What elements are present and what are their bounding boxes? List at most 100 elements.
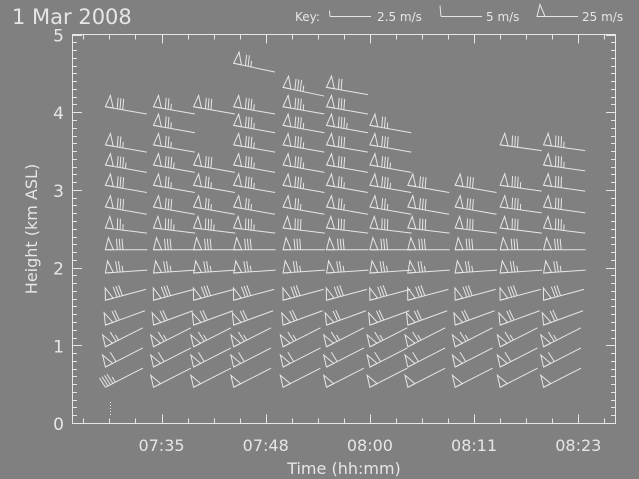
wind-barb [499,285,541,301]
barb-half [253,182,255,189]
barb-full [464,261,468,273]
wind-barb [232,131,276,153]
wind-barb [542,259,586,274]
barb-full [294,156,297,168]
barb-half [386,204,389,211]
barb-full [381,156,384,168]
barb-half [163,334,168,341]
barb-full [514,176,516,188]
barb-half [302,104,305,111]
key-text-3: 25 m/s [582,10,623,24]
wind-barb [101,347,144,368]
barb-full [471,238,474,250]
barb-full [297,156,300,168]
barb-flag [325,152,336,168]
barb-full [413,310,420,322]
barb-flag [324,311,335,326]
barb-flag [499,259,509,274]
barb-half [250,60,253,67]
barb-flag [407,194,417,210]
barb-full [109,351,117,362]
barb-full [287,331,295,342]
barb-half [253,122,255,129]
barb-full [465,238,468,250]
barb-full [340,156,343,168]
barb-full [207,156,210,168]
barb-full [376,310,382,322]
barb-half [329,10,331,17]
barb-flag [407,236,417,251]
barb-half [111,376,116,383]
wind-barb [282,112,325,134]
barb-full [294,116,297,128]
barb-full [511,135,514,147]
y-tick-label: 3 [53,182,64,202]
barb-full [556,285,562,296]
barb-half [122,141,124,148]
barb-full [466,176,469,188]
wind-barb [151,309,194,326]
barb-full [421,198,424,210]
barb-full [165,261,169,273]
wind-barb [233,259,276,274]
barb-flag [152,194,163,210]
wind-barb [454,172,497,194]
barb-full [247,136,250,148]
barb-full [247,98,250,110]
wind-profile [539,131,586,388]
barb-full [469,176,472,188]
barb-flag [282,131,292,147]
wind-barb [232,236,276,251]
key: Key: 2.5 m/s 5 m/s 25 m/s [295,2,623,24]
wind-barb [369,285,411,301]
wind-barb [369,214,412,234]
wind-barb [232,194,276,215]
barb-full [157,351,165,362]
barb-full [112,286,118,298]
wind-barb [405,309,448,326]
barb-full [336,261,339,273]
barb-full [517,136,519,148]
barb-full [418,238,421,250]
barb-full [416,309,423,321]
barb-flag [451,373,464,388]
barb-full [337,135,340,147]
barb-full [170,157,173,169]
barb-flag [149,373,162,388]
barb-half [516,265,519,272]
barb-flag [192,236,203,251]
barb-flag [230,353,242,368]
barb-half [210,182,212,189]
barb-half [169,265,172,272]
x-axis-label: Time (hh:mm) [286,459,401,478]
barb-flag [542,259,553,274]
barb-flag [232,286,243,301]
barb-flag [232,194,243,210]
barb-full [206,285,212,296]
barb-full [117,261,121,273]
wind-barb [152,259,196,274]
barb-full [552,309,558,321]
barb-flag [454,214,464,230]
barb-flag [281,311,292,326]
barb-half [292,334,297,341]
barb-half [210,204,212,211]
wind-barb [369,236,412,251]
barb-full [206,261,209,273]
barb-full [293,285,298,297]
barb-half [464,334,469,341]
barb-flag [230,373,242,388]
wind-barb [404,327,446,348]
barb-full [290,286,296,298]
barb-full [114,309,120,321]
wind-barb [539,367,582,388]
barb-full [339,238,342,250]
wind-barb [407,172,450,194]
barb-full [170,199,173,211]
barb-flag [322,333,335,348]
wind-barb [325,93,368,115]
wind-barb [282,152,325,173]
barb-full [294,78,297,90]
barb-flag [192,259,203,274]
barb-full [119,198,122,210]
